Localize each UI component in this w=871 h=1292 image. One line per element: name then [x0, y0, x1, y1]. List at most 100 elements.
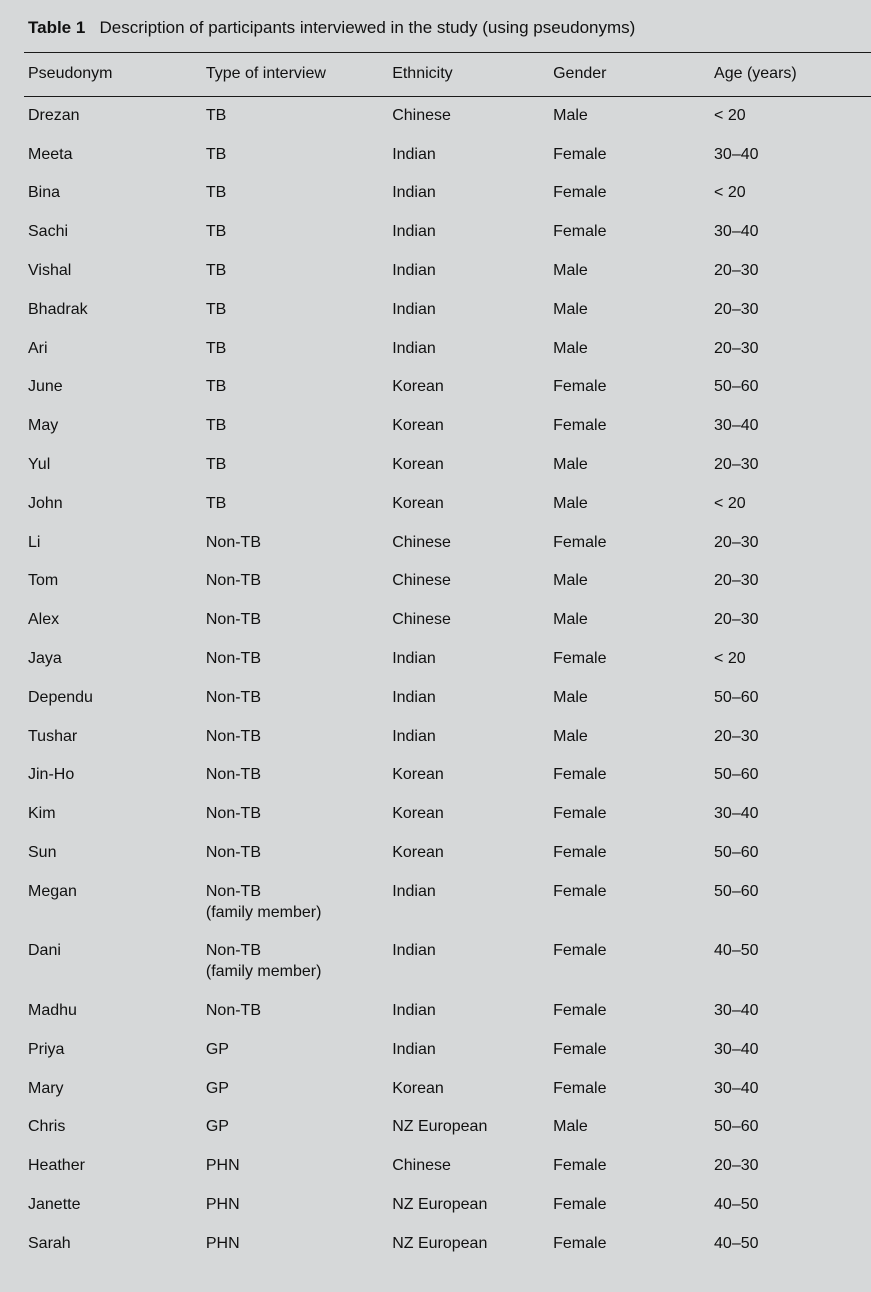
table-cell: Indian [388, 873, 549, 933]
table-row: TomNon-TBChineseMale20–30 [24, 562, 871, 601]
table-cell: Tom [24, 562, 202, 601]
table-cell: Korean [388, 446, 549, 485]
table-cell: Meeta [24, 136, 202, 175]
table-cell: 30–40 [710, 795, 871, 834]
table-row: MaryGPKoreanFemale30–40 [24, 1070, 871, 1109]
table-cell: Non-TB [202, 992, 388, 1031]
table-number: Table 1 [28, 18, 85, 37]
table-cell: Female [549, 213, 710, 252]
table-cell: 20–30 [710, 291, 871, 330]
table-cell: TB [202, 330, 388, 369]
table-cell: Non-TB [202, 756, 388, 795]
table-cell: Indian [388, 213, 549, 252]
col-header-ethnicity: Ethnicity [388, 53, 549, 97]
table-cell: TB [202, 368, 388, 407]
table-cell: Korean [388, 485, 549, 524]
table-cell: Chinese [388, 524, 549, 563]
table-cell: PHN [202, 1186, 388, 1225]
table-cell: Korean [388, 407, 549, 446]
table-cell: 20–30 [710, 330, 871, 369]
table-cell: 20–30 [710, 562, 871, 601]
col-header-gender: Gender [549, 53, 710, 97]
table-cell: TB [202, 446, 388, 485]
table-row: DaniNon-TB(family member)IndianFemale40–… [24, 932, 871, 992]
table-row: DependuNon-TBIndianMale50–60 [24, 679, 871, 718]
table-cell: Female [549, 174, 710, 213]
participants-table: Pseudonym Type of interview Ethnicity Ge… [24, 52, 871, 1264]
table-cell: Female [549, 873, 710, 933]
table-cell: Tushar [24, 718, 202, 757]
table-cell: Bhadrak [24, 291, 202, 330]
table-cell: GP [202, 1070, 388, 1109]
table-cell: 30–40 [710, 407, 871, 446]
table-row: AriTBIndianMale20–30 [24, 330, 871, 369]
table-cell: 50–60 [710, 368, 871, 407]
table-row: SachiTBIndianFemale30–40 [24, 213, 871, 252]
table-cell: 30–40 [710, 992, 871, 1031]
table-row: SarahPHNNZ EuropeanFemale40–50 [24, 1225, 871, 1264]
table-cell: 20–30 [710, 524, 871, 563]
table-cell: 30–40 [710, 136, 871, 175]
table-cell: Non-TB [202, 795, 388, 834]
table-cell: NZ European [388, 1186, 549, 1225]
table-row: MeganNon-TB(family member)IndianFemale50… [24, 873, 871, 933]
table-cell: 40–50 [710, 1186, 871, 1225]
table-cell: Sun [24, 834, 202, 873]
table-row: TusharNon-TBIndianMale20–30 [24, 718, 871, 757]
table-cell: 50–60 [710, 756, 871, 795]
table-cell: < 20 [710, 96, 871, 135]
table-cell: Dani [24, 932, 202, 992]
table-cell: Sarah [24, 1225, 202, 1264]
table-cell: Female [549, 1186, 710, 1225]
table-cell: June [24, 368, 202, 407]
table-cell: Female [549, 756, 710, 795]
table-caption-text: Description of participants interviewed … [100, 18, 636, 37]
table-cell: TB [202, 136, 388, 175]
table-cell: 30–40 [710, 1070, 871, 1109]
table-cell: TB [202, 96, 388, 135]
table-cell: Indian [388, 679, 549, 718]
table-cell: Drezan [24, 96, 202, 135]
table-cell: Non-TB(family member) [202, 932, 388, 992]
table-cell: Non-TB [202, 524, 388, 563]
table-cell: Megan [24, 873, 202, 933]
table-row: DrezanTBChineseMale< 20 [24, 96, 871, 135]
table-cell: Indian [388, 640, 549, 679]
table-cell: Male [549, 96, 710, 135]
table-cell: 20–30 [710, 252, 871, 291]
table-row: BhadrakTBIndianMale20–30 [24, 291, 871, 330]
table-cell: Chinese [388, 1147, 549, 1186]
table-cell: John [24, 485, 202, 524]
table-cell: Indian [388, 992, 549, 1031]
table-cell: < 20 [710, 174, 871, 213]
table-row: SunNon-TBKoreanFemale50–60 [24, 834, 871, 873]
table-cell: < 20 [710, 640, 871, 679]
table-cell: Sachi [24, 213, 202, 252]
table-cell: 50–60 [710, 834, 871, 873]
page: Table 1 Description of participants inte… [0, 0, 871, 1292]
table-cell: Female [549, 1225, 710, 1264]
table-cell: Male [549, 252, 710, 291]
table-cell: Female [549, 992, 710, 1031]
table-cell: Indian [388, 174, 549, 213]
table-cell: Male [549, 718, 710, 757]
table-cell: Priya [24, 1031, 202, 1070]
table-cell: 50–60 [710, 873, 871, 933]
table-cell: Male [549, 485, 710, 524]
table-cell: Male [549, 601, 710, 640]
table-row: AlexNon-TBChineseMale20–30 [24, 601, 871, 640]
table-cell: Indian [388, 252, 549, 291]
table-row: MeetaTBIndianFemale30–40 [24, 136, 871, 175]
table-cell: May [24, 407, 202, 446]
table-row: BinaTBIndianFemale< 20 [24, 174, 871, 213]
table-cell: Indian [388, 718, 549, 757]
table-cell: Indian [388, 932, 549, 992]
table-cell: Female [549, 1147, 710, 1186]
table-cell: TB [202, 485, 388, 524]
table-cell: Female [549, 640, 710, 679]
table-cell: TB [202, 407, 388, 446]
table-row: ChrisGPNZ EuropeanMale50–60 [24, 1108, 871, 1147]
table-cell: Non-TB [202, 834, 388, 873]
table-cell: Female [549, 1070, 710, 1109]
table-cell: Heather [24, 1147, 202, 1186]
